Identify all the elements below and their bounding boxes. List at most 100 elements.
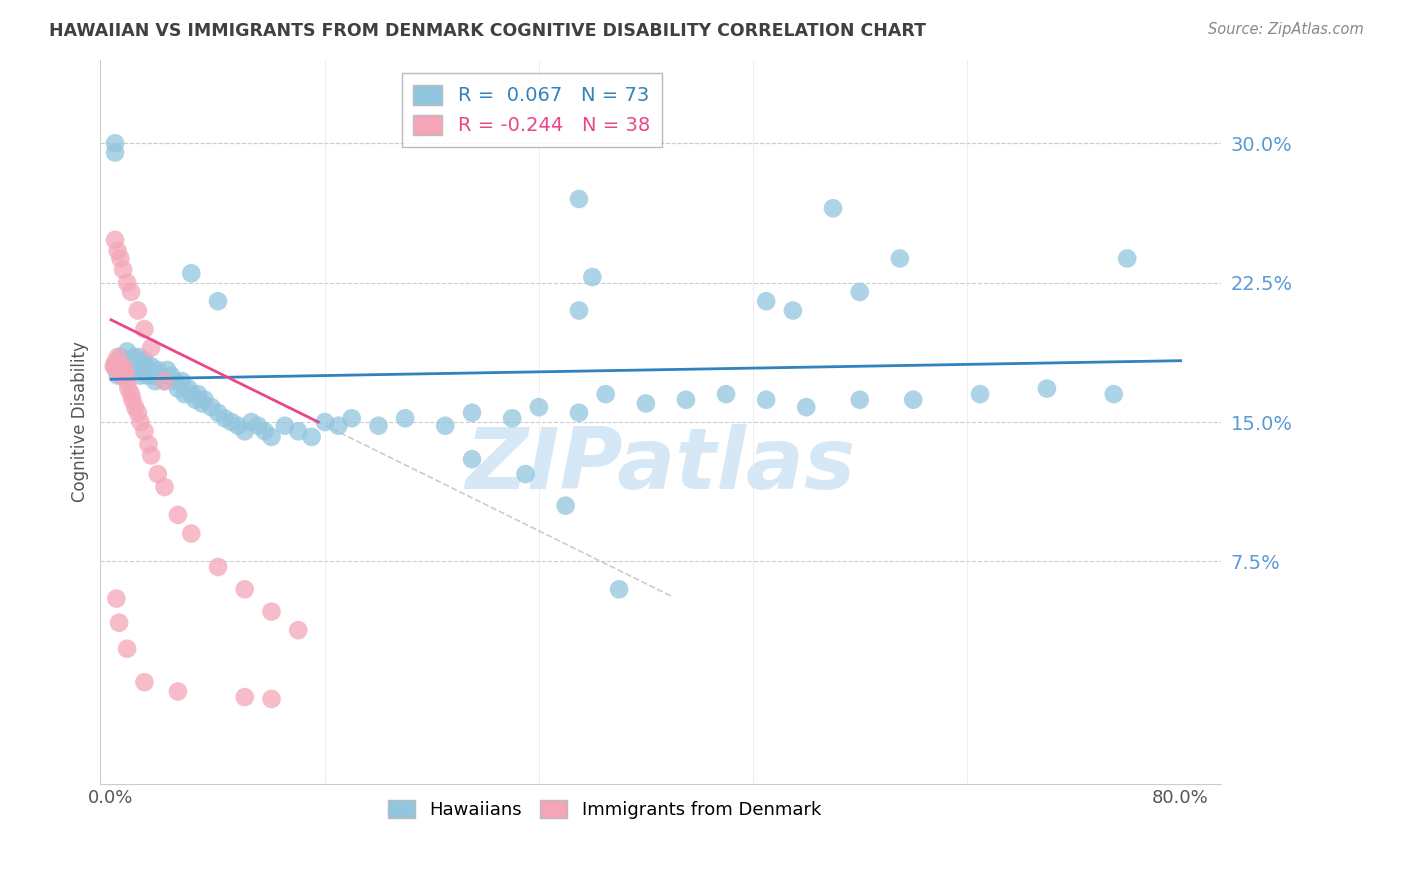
Point bbox=[240, 415, 263, 429]
Point bbox=[153, 374, 176, 388]
Point bbox=[104, 136, 127, 151]
Point bbox=[221, 415, 243, 429]
Point bbox=[110, 363, 132, 377]
Point bbox=[120, 285, 142, 299]
Point bbox=[134, 322, 156, 336]
Point bbox=[129, 415, 152, 429]
Point bbox=[110, 350, 132, 364]
Point bbox=[108, 359, 131, 374]
Point bbox=[114, 368, 136, 383]
Point bbox=[146, 363, 169, 377]
Point bbox=[127, 303, 149, 318]
Point bbox=[127, 406, 149, 420]
Point bbox=[177, 382, 200, 396]
Point bbox=[117, 355, 139, 369]
Point bbox=[128, 350, 150, 364]
Point bbox=[141, 359, 163, 374]
Point bbox=[153, 480, 176, 494]
Point bbox=[714, 387, 737, 401]
Point bbox=[253, 425, 276, 439]
Point bbox=[122, 350, 145, 364]
Legend: Hawaiians, Immigrants from Denmark: Hawaiians, Immigrants from Denmark bbox=[381, 792, 828, 826]
Point bbox=[207, 294, 229, 309]
Point bbox=[501, 411, 523, 425]
Point bbox=[1036, 382, 1059, 396]
Point bbox=[143, 374, 166, 388]
Point bbox=[755, 392, 778, 407]
Point bbox=[247, 418, 270, 433]
Point bbox=[167, 684, 190, 698]
Point bbox=[132, 363, 155, 377]
Point bbox=[124, 400, 146, 414]
Point bbox=[260, 605, 283, 619]
Point bbox=[367, 418, 389, 433]
Point bbox=[105, 363, 128, 377]
Point bbox=[112, 353, 135, 368]
Point bbox=[214, 411, 236, 425]
Point bbox=[120, 387, 142, 401]
Point bbox=[461, 406, 484, 420]
Point bbox=[165, 374, 187, 388]
Point bbox=[200, 400, 222, 414]
Point bbox=[233, 582, 256, 597]
Point bbox=[328, 418, 350, 433]
Point bbox=[260, 430, 283, 444]
Point bbox=[124, 363, 146, 377]
Point bbox=[142, 368, 165, 383]
Point bbox=[134, 353, 156, 368]
Point bbox=[314, 415, 336, 429]
Point bbox=[160, 368, 183, 383]
Point bbox=[274, 418, 297, 433]
Point bbox=[167, 382, 190, 396]
Point bbox=[287, 623, 309, 637]
Point bbox=[170, 374, 193, 388]
Point bbox=[104, 233, 127, 247]
Point bbox=[187, 387, 209, 401]
Point bbox=[134, 675, 156, 690]
Point bbox=[394, 411, 416, 425]
Point bbox=[1102, 387, 1125, 401]
Point bbox=[115, 276, 138, 290]
Point bbox=[129, 368, 152, 383]
Point bbox=[104, 359, 127, 374]
Point bbox=[156, 363, 179, 377]
Point bbox=[969, 387, 991, 401]
Point bbox=[581, 270, 603, 285]
Point bbox=[107, 368, 129, 383]
Point bbox=[134, 425, 156, 439]
Point bbox=[180, 387, 202, 401]
Point bbox=[461, 452, 484, 467]
Point bbox=[112, 262, 135, 277]
Point bbox=[634, 396, 657, 410]
Point bbox=[889, 252, 911, 266]
Point bbox=[117, 382, 139, 396]
Point bbox=[821, 202, 844, 216]
Point bbox=[167, 508, 190, 522]
Point bbox=[207, 406, 229, 420]
Text: Source: ZipAtlas.com: Source: ZipAtlas.com bbox=[1208, 22, 1364, 37]
Point bbox=[527, 400, 550, 414]
Point bbox=[515, 467, 537, 481]
Point bbox=[103, 359, 125, 374]
Point bbox=[607, 582, 630, 597]
Point bbox=[108, 615, 131, 630]
Point bbox=[554, 499, 576, 513]
Y-axis label: Cognitive Disability: Cognitive Disability bbox=[72, 342, 89, 502]
Text: ZIPatlas: ZIPatlas bbox=[465, 424, 856, 507]
Point bbox=[105, 591, 128, 606]
Point bbox=[194, 392, 217, 407]
Point bbox=[173, 387, 195, 401]
Point bbox=[180, 266, 202, 280]
Point bbox=[260, 692, 283, 706]
Point bbox=[104, 355, 127, 369]
Point bbox=[340, 411, 363, 425]
Point bbox=[568, 406, 591, 420]
Point bbox=[112, 363, 135, 377]
Point bbox=[595, 387, 617, 401]
Point bbox=[287, 425, 309, 439]
Point bbox=[149, 368, 172, 383]
Point bbox=[138, 363, 160, 377]
Point bbox=[112, 363, 135, 377]
Point bbox=[141, 449, 163, 463]
Point bbox=[903, 392, 925, 407]
